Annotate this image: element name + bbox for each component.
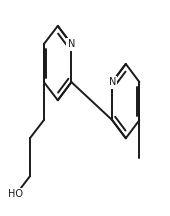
Text: N: N <box>108 77 116 87</box>
Text: N: N <box>68 39 75 49</box>
Text: HO: HO <box>8 189 23 199</box>
